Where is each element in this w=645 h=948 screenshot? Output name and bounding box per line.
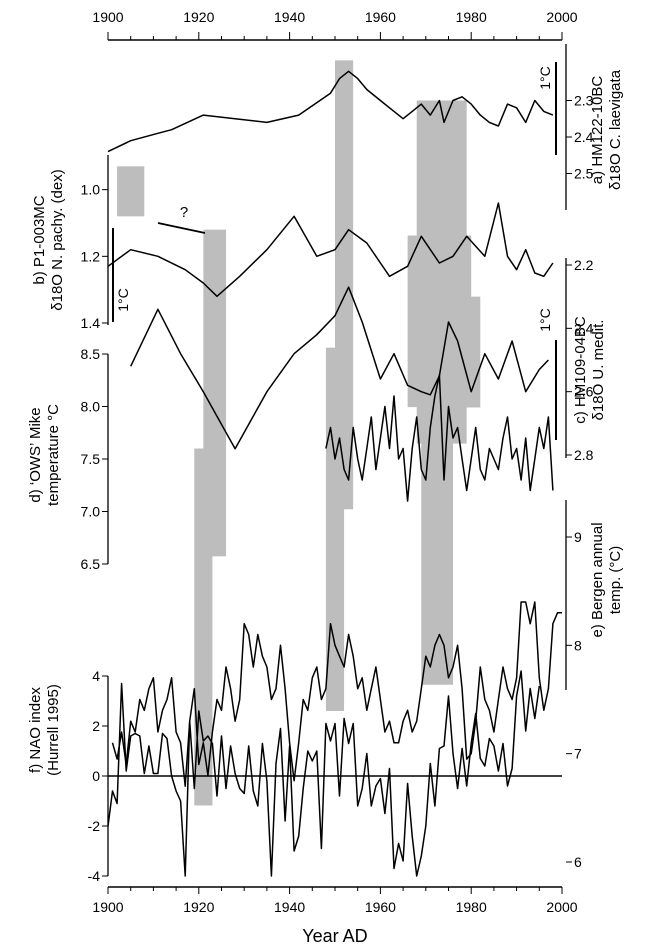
y-tick-label-d: 7.0 xyxy=(81,504,101,520)
y-tick-label-e: 9 xyxy=(574,529,582,545)
y-axis-title-line1: c) HM109-04BC xyxy=(572,316,589,424)
data-series xyxy=(107,70,562,877)
y-tick-label-d: 7.5 xyxy=(81,451,101,467)
y-axis-title-line1: e) Bergen annual xyxy=(589,522,606,637)
y-axis-title-c: c) HM109-04BC δ18O U. medit. xyxy=(572,316,607,424)
shaded-band xyxy=(117,166,145,217)
series-line-a xyxy=(107,70,554,153)
y-axis-title-line1: f) NAO index xyxy=(27,687,44,773)
top-x-tick-label: 1940 xyxy=(274,9,305,25)
top-x-tick-label: 2000 xyxy=(546,9,577,25)
axis-labels: Year AD 1°C a) HM122-10BC δ18O C. laevigata… xyxy=(27,66,624,946)
y-axis-title-line2: temperature °C xyxy=(45,404,62,506)
y-axis-title-line2: δ18O N. pachy. (dex) xyxy=(49,169,66,310)
bottom-x-tick-label: 1900 xyxy=(92,899,123,915)
y-axis-title-line2: (Hurrell 1995) xyxy=(45,684,62,776)
shaded-band xyxy=(430,296,481,408)
y-tick-label-a: 2.4 xyxy=(574,129,594,145)
y-tick-label-b: 1.2 xyxy=(81,248,101,264)
series-line-e xyxy=(111,601,562,787)
y-tick-label-c: 2.6 xyxy=(574,384,594,400)
y-axis-title-line2: δ18O C. laevigata xyxy=(607,69,624,190)
series-line-f xyxy=(107,670,541,877)
series-line-d xyxy=(325,374,554,502)
y-axis-title-f: f) NAO index (Hurrell 1995) xyxy=(27,684,62,776)
y-tick-label-e: 7 xyxy=(574,746,582,762)
y-tick-label-a: 2.5 xyxy=(574,166,594,182)
scale-bar-label-b: 1°C xyxy=(115,288,131,312)
y-axis-title-line1: a) HM122-10BC xyxy=(589,76,606,185)
y-tick-label-f: 2 xyxy=(92,718,100,734)
scale-bar-label-c: 1°C xyxy=(537,308,553,332)
y-axis-title-line2: temp. (°C) xyxy=(607,546,624,615)
y-tick-label-d: 8.5 xyxy=(81,346,101,362)
y-tick-label-c: 2.4 xyxy=(574,320,594,336)
axes: 1900 1920 1940 1960 1980 2000 1900 1920 1940 1960… xyxy=(81,9,594,915)
y-tick-label-b: 1.0 xyxy=(81,182,101,198)
top-x-tick-label: 1980 xyxy=(456,9,487,25)
series-line-c xyxy=(130,286,549,450)
top-x-tick-label: 1900 xyxy=(92,9,123,25)
scale-bar-label-a: 1°C xyxy=(537,66,553,90)
y-axis-title-line2: δ18O U. medit. xyxy=(590,320,607,421)
bottom-x-tick-label: 1920 xyxy=(183,899,214,915)
y-axis-title-a: a) HM122-10BC δ18O C. laevigata xyxy=(589,69,624,190)
y-axis-title-line1: d) ‘OWS’ Mike xyxy=(27,407,44,502)
y-tick-label-e: 6 xyxy=(574,854,582,870)
bottom-x-tick-label: 1980 xyxy=(456,899,487,915)
y-axis-title-e: e) Bergen annual temp. (°C) xyxy=(589,522,624,637)
y-tick-label-f: -2 xyxy=(88,818,101,834)
y-tick-label-d: 8.0 xyxy=(81,399,101,415)
y-tick-label-d: 6.5 xyxy=(81,556,101,572)
series-line-b xyxy=(107,202,554,298)
y-tick-label-f: -4 xyxy=(88,868,101,884)
y-tick-label-b: 1.4 xyxy=(81,315,101,331)
bottom-x-tick-label: 2000 xyxy=(546,899,577,915)
y-tick-label-c: 2.2 xyxy=(574,257,594,273)
bottom-x-tick-label: 1940 xyxy=(274,899,305,915)
x-axis-title: Year AD xyxy=(302,926,367,946)
y-tick-label-e: 8 xyxy=(574,637,582,653)
y-tick-label-a: 2.3 xyxy=(574,93,594,109)
y-axis-title-d: d) ‘OWS’ Mike temperature °C xyxy=(27,404,62,506)
y-tick-label-c: 2.8 xyxy=(574,447,594,463)
top-x-tick-label: 1960 xyxy=(365,9,396,25)
y-tick-label-f: 0 xyxy=(92,768,100,784)
y-axis-title-line1: b) P1-003MC xyxy=(31,195,48,284)
gap-line xyxy=(157,222,206,234)
shaded-bands xyxy=(117,60,481,806)
y-tick-label-f: 4 xyxy=(92,668,100,684)
question-label: ? xyxy=(180,204,188,221)
y-axis-title-b: b) P1-003MC δ18O N. pachy. (dex) xyxy=(31,169,66,310)
bottom-x-tick-label: 1960 xyxy=(365,899,396,915)
top-x-tick-label: 1920 xyxy=(183,9,214,25)
